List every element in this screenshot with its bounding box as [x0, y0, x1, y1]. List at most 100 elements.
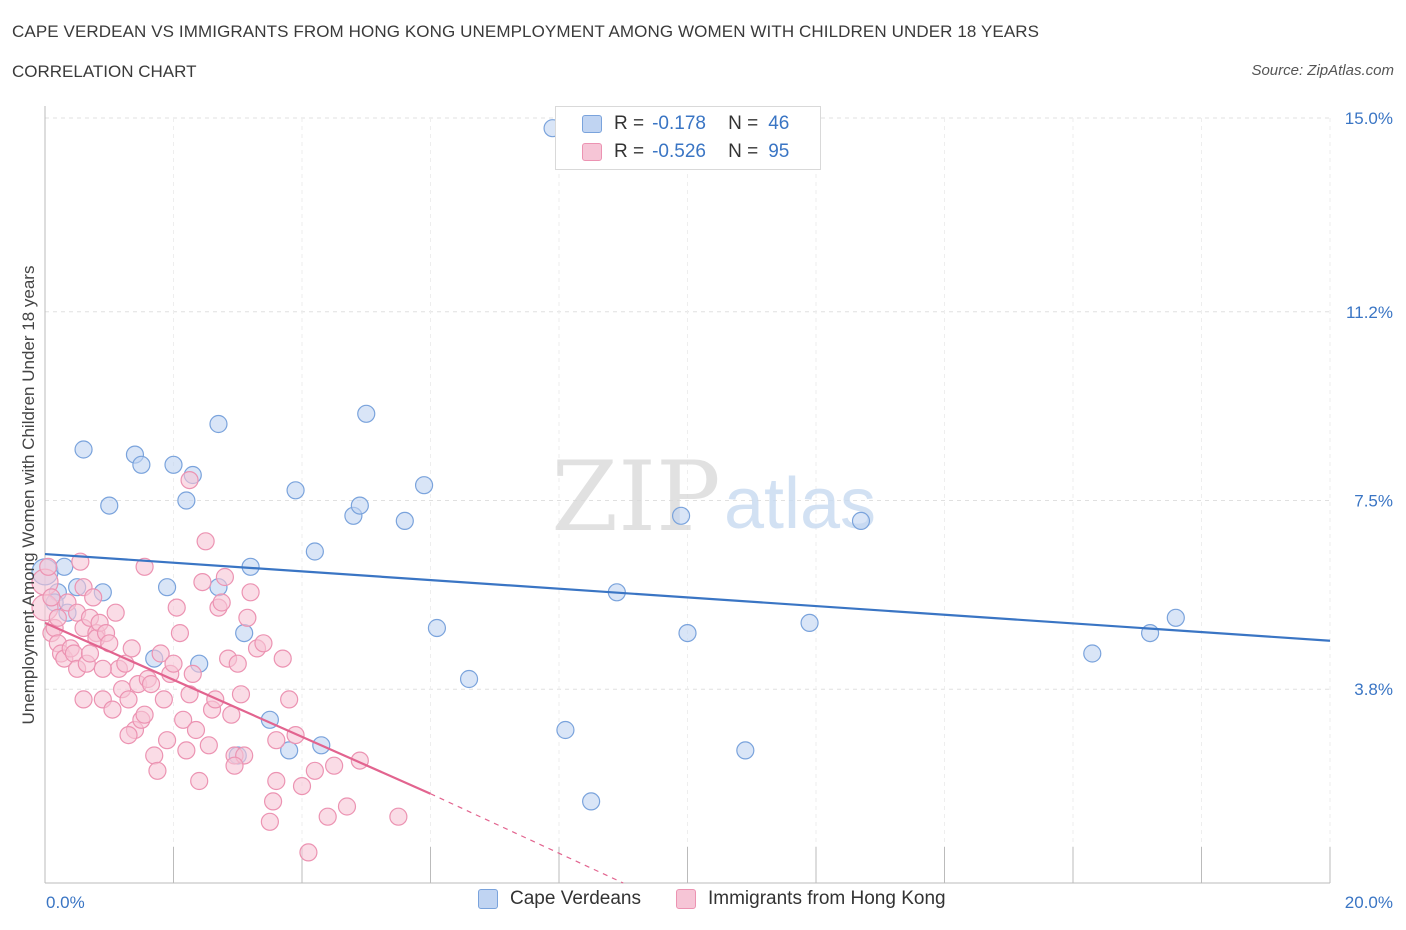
hong-kong-trendline: [44, 621, 431, 795]
n-value: 46: [768, 113, 790, 134]
hong-kong-point: [180, 685, 199, 704]
chart-title: CAPE VERDEAN VS IMMIGRANTS FROM HONG KON…: [12, 22, 1040, 41]
r-value: -0.178: [652, 113, 706, 134]
cape-verdean-point: [357, 404, 376, 423]
cape-verdean-point: [1166, 608, 1185, 627]
hong-kong-point: [273, 649, 292, 668]
chart-subtitle: CORRELATION CHART: [12, 62, 197, 81]
hong-kong-point: [193, 572, 212, 592]
hong-kong-point: [337, 797, 357, 816]
cape-verdean-point: [235, 623, 254, 643]
hong-kong-point: [122, 639, 141, 658]
cape-verdean-point: [736, 741, 755, 760]
y-tick-label: 15.0%: [1345, 109, 1393, 128]
hong-kong-point: [190, 771, 209, 791]
hong-kong-point: [186, 720, 206, 740]
hong-kong-point: [180, 471, 199, 490]
cape-verdean-point: [556, 720, 575, 740]
hong-kong-point: [174, 710, 193, 729]
cape-verdean-point: [582, 792, 601, 811]
cape-verdean-point: [132, 455, 151, 474]
r-value: -0.526: [652, 141, 706, 162]
hong-kong-point: [299, 843, 318, 862]
hong-kong-point: [228, 654, 247, 673]
hong-kong-point: [164, 654, 183, 673]
pink-swatch: [582, 143, 602, 161]
n-value: 95: [768, 141, 790, 162]
r-label: R =: [614, 141, 645, 162]
blue-swatch: [582, 115, 602, 133]
hong-kong-point: [157, 731, 177, 750]
y-tick-label: 11.2%: [1346, 303, 1393, 322]
watermark-zip: ZIP: [551, 441, 720, 553]
cape-verdean-point: [1083, 644, 1102, 663]
legend-item-cape-verdeans[interactable]: Cape Verdeans: [478, 888, 641, 910]
cape-verdean-point: [286, 481, 305, 500]
cape-verdean-point: [55, 557, 74, 576]
pink-swatch: [676, 889, 696, 909]
hong-kong-point: [170, 623, 190, 643]
cape-verdean-point: [164, 455, 183, 474]
hong-kong-point: [135, 557, 154, 576]
cape-verdean-point: [414, 476, 434, 495]
hong-kong-point: [318, 807, 337, 826]
trend-lines: [44, 552, 1331, 884]
cape-verdean-point: [74, 440, 93, 459]
hong-kong-point: [39, 557, 58, 576]
hong-kong-point: [177, 741, 196, 760]
cape-verdean-point: [350, 496, 369, 515]
hong-kong-point: [42, 588, 61, 607]
hong-kong-point: [93, 659, 112, 678]
hong-kong-point: [48, 608, 67, 627]
hong-kong-point: [241, 583, 260, 602]
cape-verdean-point: [671, 506, 691, 525]
tick-labels: 3.8% 7.5% 11.2% 15.0% 0.0% 20.0%: [46, 109, 1393, 912]
hong-kong-point: [292, 776, 312, 796]
hong-kong-point: [389, 807, 408, 826]
cape-verdean-point: [280, 741, 299, 760]
blue-swatch: [478, 889, 498, 909]
hong-kong-point: [154, 690, 173, 709]
hong-kong-point: [267, 731, 286, 750]
cape-verdean-point: [305, 542, 324, 561]
hong-kong-point: [84, 588, 103, 607]
hong-kong-point: [231, 685, 251, 704]
cape-verdean-point: [800, 613, 819, 633]
n-label: N =: [728, 113, 759, 134]
hong-kong-point: [260, 812, 279, 831]
hong-kong-point: [74, 690, 93, 709]
y-axis-label: Unemployment Among Women with Children U…: [19, 266, 38, 725]
legend-item-hong-kong[interactable]: Immigrants from Hong Kong: [676, 888, 946, 910]
hong-kong-point: [199, 736, 218, 755]
cape-verdean-point: [209, 414, 228, 434]
cape-verdean-point: [427, 618, 447, 638]
cape-verdean-point: [395, 511, 414, 531]
hong-kong-point: [215, 567, 234, 587]
cape-verdean-point: [678, 623, 697, 643]
hong-kong-point: [151, 644, 170, 663]
hong-kong-point: [254, 634, 273, 653]
hong-kong-point: [325, 756, 344, 775]
series-legend: Cape Verdeans Immigrants from Hong Kong: [0, 888, 1406, 916]
x-tick-label: 20.0%: [1345, 893, 1393, 912]
hong-kong-point: [280, 690, 299, 709]
hong-kong-point: [196, 532, 215, 551]
cape-verdean-point: [100, 496, 119, 515]
hong-kong-point: [141, 674, 161, 694]
hong-kong-point: [267, 771, 286, 791]
cape-verdean-point: [177, 491, 196, 510]
stats-row-cape-verdeans: R = -0.178 N = 46: [556, 110, 789, 138]
stats-row-hong-kong: R = -0.526 N = 95: [556, 138, 789, 166]
hong-kong-point: [183, 664, 202, 684]
hong-kong-point: [212, 593, 231, 612]
hong-kong-point: [263, 792, 283, 811]
hong-kong-point: [119, 725, 138, 745]
hong-kong-point: [119, 690, 138, 709]
hong-kong-point: [135, 705, 154, 724]
hong-kong-point: [305, 761, 324, 780]
legend-label: Immigrants from Hong Kong: [708, 888, 946, 909]
data-points: [31, 119, 1185, 862]
cape-verdean-trendline: [44, 552, 1331, 642]
hong-kong-point: [148, 761, 167, 780]
